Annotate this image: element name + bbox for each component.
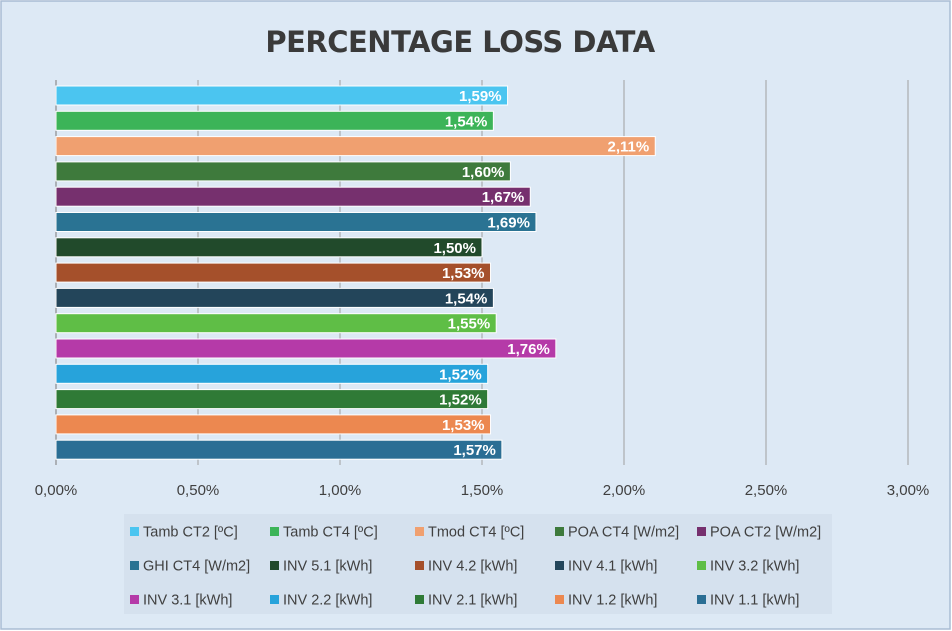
x-tick-label: 1,50%: [461, 482, 504, 499]
legend-label: INV 1.1 [kWh]: [710, 593, 799, 609]
bar: [55, 186, 531, 207]
x-tick-label: 2,50%: [745, 482, 788, 499]
legend-label: POA CT4 [W/m2]: [568, 525, 679, 541]
legend-label: INV 4.2 [kWh]: [428, 559, 517, 575]
legend-swatch: [415, 527, 424, 536]
legend-swatch: [697, 561, 706, 570]
legend-label: INV 2.2 [kWh]: [283, 593, 372, 609]
bar: [55, 313, 497, 334]
bar: [55, 414, 492, 435]
bar-data-label: 1,53%: [442, 417, 485, 434]
legend-swatch: [415, 595, 424, 604]
bar: [55, 110, 494, 131]
x-tick-label: 0,00%: [35, 482, 78, 499]
bar-data-label: 1,54%: [445, 113, 488, 130]
legend-swatch: [697, 527, 706, 536]
legend-swatch: [270, 527, 279, 536]
legend-swatch: [270, 561, 279, 570]
bar: [55, 237, 483, 258]
legend-label: INV 4.1 [kWh]: [568, 559, 657, 575]
legend-swatch: [555, 561, 564, 570]
legend-swatch: [697, 595, 706, 604]
bar-data-label: 1,59%: [459, 88, 502, 105]
bar-data-label: 1,53%: [442, 265, 485, 282]
legend-swatch: [555, 527, 564, 536]
legend-label: Tamb CT4 [ºC]: [283, 525, 378, 541]
legend-swatch: [130, 561, 139, 570]
legend-swatch: [555, 595, 564, 604]
legend-label: INV 2.1 [kWh]: [428, 593, 517, 609]
chart-title: PERCENTAGE LOSS DATA: [265, 25, 655, 59]
bar: [55, 212, 537, 232]
bar-data-label: 1,69%: [487, 215, 530, 232]
bar-data-label: 1,50%: [433, 240, 476, 257]
bar-data-label: 1,55%: [448, 316, 491, 333]
bar-data-label: 1,60%: [462, 164, 505, 181]
bar: [55, 363, 489, 384]
bar-data-label: 1,76%: [507, 341, 550, 358]
legend-swatch: [130, 595, 139, 604]
legend-label: POA CT2 [W/m2]: [710, 525, 821, 541]
legend-label: INV 3.1 [kWh]: [143, 593, 232, 609]
bar: [55, 136, 656, 157]
bar: [55, 85, 509, 106]
bar: [55, 161, 511, 182]
legend-label: Tmod CT4 [ºC]: [428, 525, 524, 541]
bar-data-label: 2,11%: [608, 139, 650, 156]
legend-swatch: [130, 527, 139, 536]
x-tick-label: 3,00%: [887, 482, 930, 499]
legend-label: INV 5.1 [kWh]: [283, 559, 372, 575]
bar-data-label: 1,57%: [453, 442, 496, 459]
bar: [55, 389, 489, 410]
legend-label: GHI CT4 [W/m2]: [143, 559, 250, 575]
legend-swatch: [415, 561, 424, 570]
legend-label: INV 1.2 [kWh]: [568, 593, 657, 609]
bar-data-label: 1,54%: [445, 290, 488, 307]
bar: [55, 287, 494, 308]
x-tick-label: 2,00%: [603, 482, 646, 499]
x-tick-label: 0,50%: [177, 482, 220, 499]
bar-data-label: 1,52%: [439, 392, 482, 409]
legend-label: Tamb CT2 [ºC]: [143, 525, 238, 541]
bar: [55, 338, 557, 359]
bar: [55, 439, 503, 460]
bar-data-label: 1,67%: [482, 189, 525, 206]
legend-swatch: [270, 595, 279, 604]
legend-box: [124, 514, 832, 614]
legend-label: INV 3.2 [kWh]: [710, 559, 799, 575]
x-tick-label: 1,00%: [319, 482, 362, 499]
bar: [55, 262, 492, 283]
bar-data-label: 1,52%: [439, 366, 482, 383]
